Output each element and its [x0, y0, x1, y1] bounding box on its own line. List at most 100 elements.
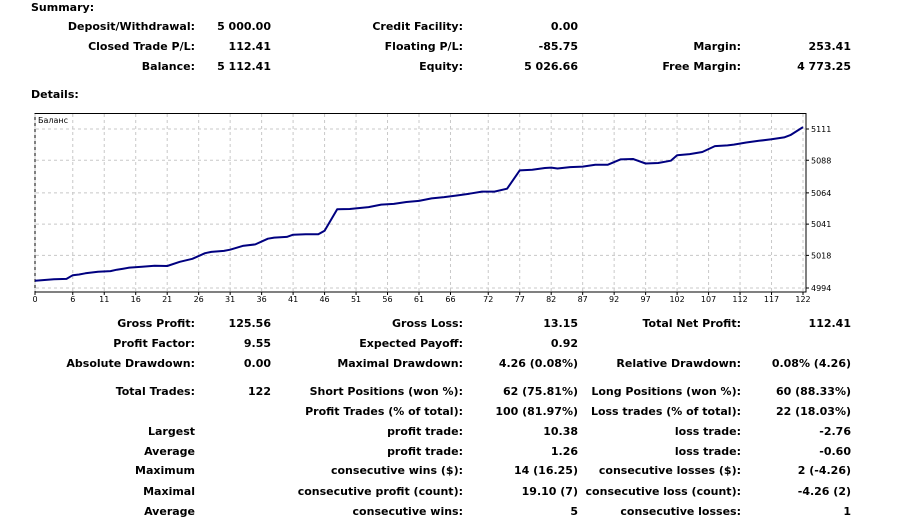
x-tick-label: 46	[319, 295, 329, 304]
details-title: Details:	[31, 88, 79, 101]
stat-value-balance: 5 112.41	[217, 60, 271, 73]
stat-value-deposit-withdrawal: 5 000.00	[217, 20, 271, 33]
chart-frame	[34, 113, 807, 293]
x-tick-label: 112	[732, 295, 747, 304]
x-tick-label: 51	[351, 295, 361, 304]
x-tick-label: 72	[483, 295, 493, 304]
x-tick-label: 31	[225, 295, 235, 304]
stat-value-profit-factor: 9.55	[243, 337, 271, 350]
stat-label-deposit-withdrawal: Deposit/Withdrawal:	[67, 20, 195, 33]
stat-label-gross-loss: Gross Loss:	[392, 317, 463, 330]
x-tick-label: 92	[609, 295, 619, 304]
x-tick-label: 21	[162, 295, 172, 304]
x-tick-label: 26	[194, 295, 204, 304]
stat-value-consecutive-losses: 2 (-4.26)	[797, 464, 851, 477]
stat-label-consecutive-losses: consecutive losses ($):	[598, 464, 741, 477]
stat-value-consecutive-loss-count: -4.26 (2)	[797, 485, 851, 498]
stat-label-loss-trade: loss trade:	[674, 425, 741, 438]
stat-label-profit-trade: profit trade:	[387, 445, 463, 458]
stat-label-consecutive-losses: consecutive losses:	[620, 505, 741, 518]
stat-label-maximum: Maximum	[135, 464, 195, 477]
chart-grid	[34, 114, 805, 291]
stat-label-long-positions-won: Long Positions (won %):	[591, 385, 741, 398]
x-tick-label: 107	[701, 295, 716, 304]
stat-value-consecutive-wins: 14 (16.25)	[514, 464, 578, 477]
stat-value-total-net-profit: 112.41	[808, 317, 851, 330]
stat-label-consecutive-wins: consecutive wins:	[352, 505, 463, 518]
stat-value-loss-trade: -2.76	[819, 425, 851, 438]
x-tick-label: 11	[99, 295, 109, 304]
stat-label-equity: Equity:	[419, 60, 463, 73]
stat-value-gross-profit: 125.56	[228, 317, 271, 330]
x-tick-label: 77	[515, 295, 525, 304]
x-tick-label: 97	[641, 295, 651, 304]
stat-label-average: Average	[144, 445, 195, 458]
stat-label-closed-trade-p-l: Closed Trade P/L:	[88, 40, 195, 53]
stat-value-free-margin: 4 773.25	[797, 60, 851, 73]
stat-label-credit-facility: Credit Facility:	[372, 20, 463, 33]
stat-label-short-positions-won: Short Positions (won %):	[309, 385, 463, 398]
stat-value-loss-trade: -0.60	[819, 445, 851, 458]
x-tick-label: 41	[288, 295, 298, 304]
stat-label-total-net-profit: Total Net Profit:	[642, 317, 742, 330]
x-tick-label: 56	[382, 295, 392, 304]
stat-value-profit-trades-of-total: 100 (81.97%)	[495, 405, 578, 418]
stat-label-loss-trades-of-total: Loss trades (% of total):	[590, 405, 741, 418]
stat-value-long-positions-won: 60 (88.33%)	[775, 385, 851, 398]
stat-label-consecutive-loss-count: consecutive loss (count):	[585, 485, 741, 498]
stat-value-consecutive-losses: 1	[843, 505, 851, 518]
x-tick-label: 102	[669, 295, 684, 304]
x-tick-label: 6	[70, 295, 75, 304]
stat-value-total-trades: 122	[248, 385, 271, 398]
stat-value-equity: 5 026.66	[524, 60, 578, 73]
x-tick-label: 0	[32, 295, 37, 304]
stat-label-loss-trade: loss trade:	[674, 445, 741, 458]
stat-value-margin: 253.41	[808, 40, 851, 53]
stat-label-maximal: Maximal	[143, 485, 195, 498]
x-tick-label: 87	[578, 295, 588, 304]
x-tick-label: 122	[795, 295, 810, 304]
stat-value-absolute-drawdown: 0.00	[243, 357, 271, 370]
x-tick-label: 82	[546, 295, 556, 304]
stat-label-floating-p-l: Floating P/L:	[384, 40, 463, 53]
x-tick-label: 66	[445, 295, 455, 304]
balance-series-line	[34, 126, 804, 282]
stat-label-total-trades: Total Trades:	[115, 385, 195, 398]
stat-value-relative-drawdown: 0.08% (4.26)	[771, 357, 851, 370]
stat-label-average: Average	[144, 505, 195, 518]
x-tick-label: 36	[257, 295, 267, 304]
stat-label-relative-drawdown: Relative Drawdown:	[616, 357, 741, 370]
stat-value-short-positions-won: 62 (75.81%)	[502, 385, 578, 398]
stat-label-profit-factor: Profit Factor:	[113, 337, 195, 350]
stat-label-profit-trade: profit trade:	[387, 425, 463, 438]
stat-label-profit-trades-of-total: Profit Trades (% of total):	[305, 405, 463, 418]
stat-value-expected-payoff: 0.92	[550, 337, 578, 350]
stat-value-loss-trades-of-total: 22 (18.03%)	[775, 405, 851, 418]
stat-label-balance: Balance:	[141, 60, 195, 73]
stat-label-maximal-drawdown: Maximal Drawdown:	[337, 357, 463, 370]
stat-label-gross-profit: Gross Profit:	[117, 317, 195, 330]
y-tick-label: 5064	[811, 189, 831, 198]
x-axis: 0 6 11 16 21 26 31 36 41 46 51 56 61 66 72 77 82 87 92 97 10…	[32, 292, 811, 304]
stat-label-expected-payoff: Expected Payoff:	[359, 337, 463, 350]
stat-value-gross-loss: 13.15	[543, 317, 578, 330]
stat-value-floating-p-l: -85.75	[538, 40, 578, 53]
y-tick-label: 5041	[811, 220, 831, 229]
x-tick-label: 117	[764, 295, 779, 304]
y-tick-label: 5111	[811, 125, 831, 134]
chart-legend: Баланс	[38, 116, 68, 125]
stat-value-closed-trade-p-l: 112.41	[228, 40, 271, 53]
stat-label-consecutive-wins: consecutive wins ($):	[330, 464, 463, 477]
summary-title: Summary:	[31, 1, 95, 14]
y-axis: 5111 5088 5064 5041 5018 4994	[806, 125, 831, 293]
stat-value-profit-trade: 1.26	[550, 445, 578, 458]
stat-value-maximal-drawdown: 4.26 (0.08%)	[498, 357, 578, 370]
y-tick-label: 5018	[811, 251, 831, 260]
stat-label-consecutive-profit-count: consecutive profit (count):	[297, 485, 463, 498]
stat-value-credit-facility: 0.00	[550, 20, 578, 33]
stat-value-profit-trade: 10.38	[543, 425, 578, 438]
stat-label-absolute-drawdown: Absolute Drawdown:	[66, 357, 195, 370]
stat-label-largest: Largest	[148, 425, 195, 438]
y-tick-label: 4994	[811, 284, 831, 293]
